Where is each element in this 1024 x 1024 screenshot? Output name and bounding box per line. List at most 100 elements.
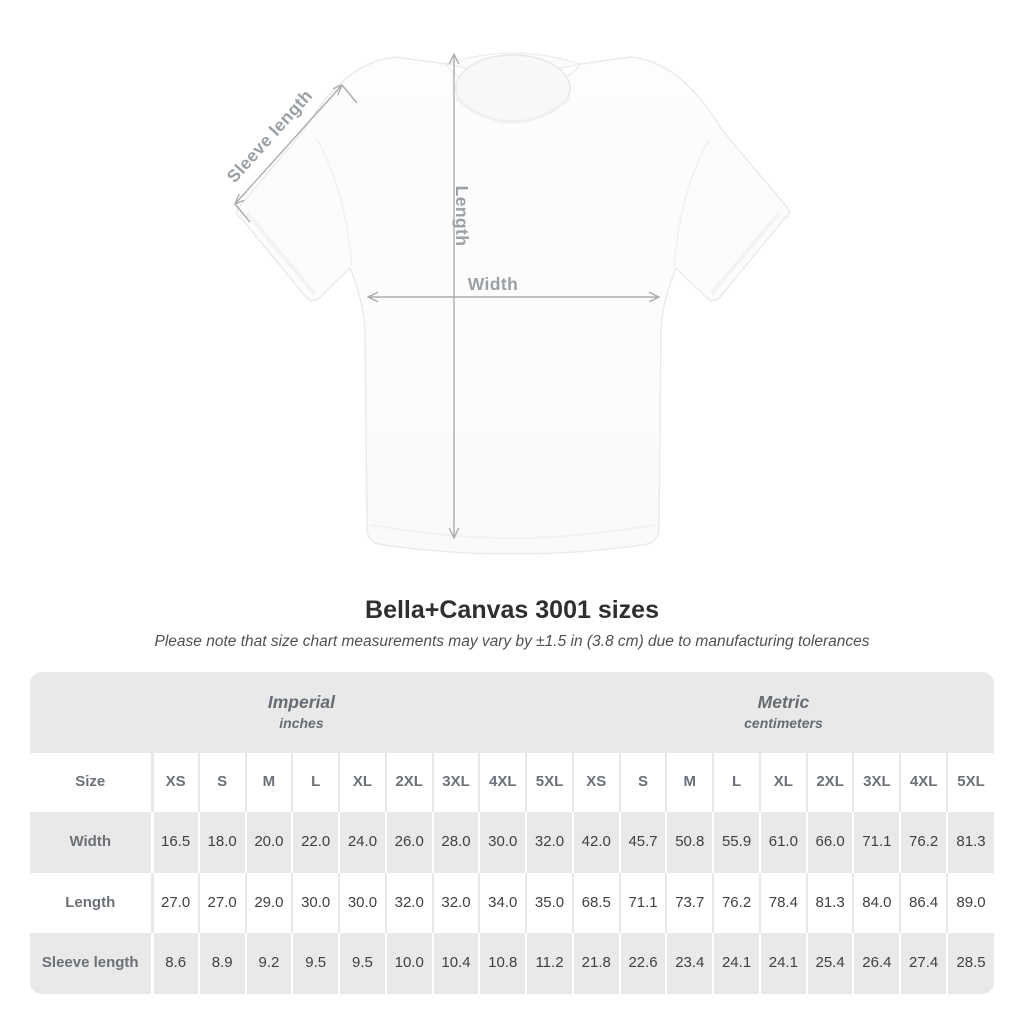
row-label: Length (65, 893, 116, 911)
imperial-size-col: XL (338, 753, 386, 812)
length-metric-value: 76.2 (712, 873, 760, 933)
length-metric-value: 68.5 (571, 873, 620, 933)
width-imperial-value: 24.0 (338, 812, 386, 873)
size-header-cell: Size (75, 773, 106, 791)
width-arrow (367, 291, 660, 303)
length-imperial-value: 29.0 (244, 873, 293, 933)
row-label: Sleeve length (41, 954, 139, 972)
width-imperial-value: 16.5 (150, 812, 199, 873)
width-imperial-value: 32.0 (525, 812, 573, 873)
sleeve-imperial-value: 9.5 (338, 933, 386, 994)
imperial-size-col: XS (150, 753, 199, 812)
imperial-size-col: M (244, 753, 293, 812)
length-imperial-value: 27.0 (150, 873, 199, 933)
sleeve-metric-value: 27.4 (899, 933, 948, 994)
sleeve-metric-value: 25.4 (805, 933, 854, 994)
sleeve-metric-value: 28.5 (946, 933, 994, 994)
sleeve-metric-value: 22.6 (618, 933, 667, 994)
imperial-size-col: 4XL (478, 753, 527, 812)
width-metric-value: 50.8 (665, 812, 714, 873)
length-metric-value: 89.0 (946, 873, 994, 933)
width-imperial-value: 26.0 (384, 812, 433, 873)
width-annotation-label: Width (468, 274, 518, 294)
width-imperial-value: 22.0 (291, 812, 340, 873)
table-row-width: Width 16.5 18.0 20.0 22.0 24.0 26.0 28.0… (30, 812, 994, 873)
length-metric-value: 73.7 (665, 873, 714, 933)
metric-size-col: S (618, 753, 667, 812)
length-imperial-value: 35.0 (525, 873, 573, 933)
tshirt-hem-stitch (370, 524, 656, 539)
tshirt-left-sleeve-seam (315, 137, 353, 267)
sleeve-imperial-value: 10.0 (384, 933, 433, 994)
width-imperial-value: 18.0 (197, 812, 246, 873)
metric-size-col: 2XL (805, 753, 854, 812)
sleeve-metric-value: 26.4 (852, 933, 901, 994)
size-header-row: Size XS S M L XL 2XL 3XL 4XL 5XL XS S M … (30, 753, 994, 812)
width-metric-value: 71.1 (852, 812, 901, 873)
sleeve-metric-value: 23.4 (665, 933, 714, 994)
length-imperial-value: 27.0 (197, 873, 246, 933)
metric-group-unit: centimeters (744, 715, 823, 732)
tshirt-measurement-diagram: Width Length Sleeve length (223, 52, 790, 555)
length-imperial-value: 32.0 (431, 873, 480, 933)
size-table: Imperial inches Metric centimeters Size … (30, 672, 994, 994)
width-metric-value: 55.9 (712, 812, 760, 873)
imperial-group-unit: inches (279, 715, 324, 732)
metric-group-label: Metric (757, 692, 810, 713)
tshirt-right-sleeve-seam (673, 137, 711, 267)
width-metric-value: 42.0 (571, 812, 620, 873)
length-annotation-label: Length (452, 186, 472, 247)
sleeve-imperial-value: 9.5 (291, 933, 340, 994)
length-metric-value: 84.0 (852, 873, 901, 933)
imperial-size-col: 5XL (525, 753, 573, 812)
metric-size-col: 4XL (899, 753, 948, 812)
imperial-size-col: 3XL (431, 753, 480, 812)
metric-group-header: Metric centimeters (573, 672, 994, 753)
tshirt-outline (236, 56, 790, 555)
metric-size-col: XS (571, 753, 620, 812)
metric-size-col: M (665, 753, 714, 812)
imperial-group-label: Imperial (267, 692, 335, 713)
imperial-size-col: S (197, 753, 246, 812)
metric-size-col: 3XL (852, 753, 901, 812)
width-metric-value: 61.0 (758, 812, 807, 873)
table-row-sleeve-length: Sleeve length 8.6 8.9 9.2 9.5 9.5 10.0 1… (30, 933, 994, 994)
length-metric-value: 86.4 (899, 873, 948, 933)
sleeve-imperial-value: 8.6 (150, 933, 199, 994)
width-metric-value: 81.3 (946, 812, 994, 873)
table-row-length: Length 27.0 27.0 29.0 30.0 30.0 32.0 32.… (30, 873, 994, 933)
imperial-group-header: Imperial inches (30, 672, 573, 753)
length-metric-value: 78.4 (758, 873, 807, 933)
sleeve-imperial-value: 10.8 (478, 933, 527, 994)
width-metric-value: 66.0 (805, 812, 854, 873)
tshirt-right-cuff-shade (710, 211, 781, 295)
size-table-container: Imperial inches Metric centimeters Size … (30, 672, 994, 994)
width-metric-value: 45.7 (618, 812, 667, 873)
length-imperial-value: 32.0 (384, 873, 433, 933)
tshirt-left-cuff-shade (245, 211, 316, 295)
sleeve-imperial-value: 8.9 (197, 933, 246, 994)
unit-group-row: Imperial inches Metric centimeters (30, 672, 994, 753)
sleeve-arrow (234, 84, 358, 223)
sleeve-imperial-value: 11.2 (525, 933, 573, 994)
sleeve-metric-value: 21.8 (571, 933, 620, 994)
metric-size-col: L (712, 753, 760, 812)
sleeve-imperial-value: 9.2 (244, 933, 293, 994)
length-metric-value: 81.3 (805, 873, 854, 933)
length-imperial-value: 30.0 (338, 873, 386, 933)
sleeve-metric-value: 24.1 (758, 933, 807, 994)
page-subtitle: Please note that size chart measurements… (154, 633, 870, 650)
row-label: Width (69, 833, 111, 851)
length-imperial-value: 30.0 (291, 873, 340, 933)
tshirt-collar-shadow (455, 96, 571, 124)
imperial-size-col: 2XL (384, 753, 433, 812)
length-metric-value: 71.1 (618, 873, 667, 933)
imperial-size-col: L (291, 753, 340, 812)
metric-size-col: 5XL (946, 753, 994, 812)
length-imperial-value: 34.0 (478, 873, 527, 933)
width-metric-value: 76.2 (899, 812, 948, 873)
length-arrow (448, 53, 460, 539)
width-imperial-value: 28.0 (431, 812, 480, 873)
sleeve-imperial-value: 10.4 (431, 933, 480, 994)
